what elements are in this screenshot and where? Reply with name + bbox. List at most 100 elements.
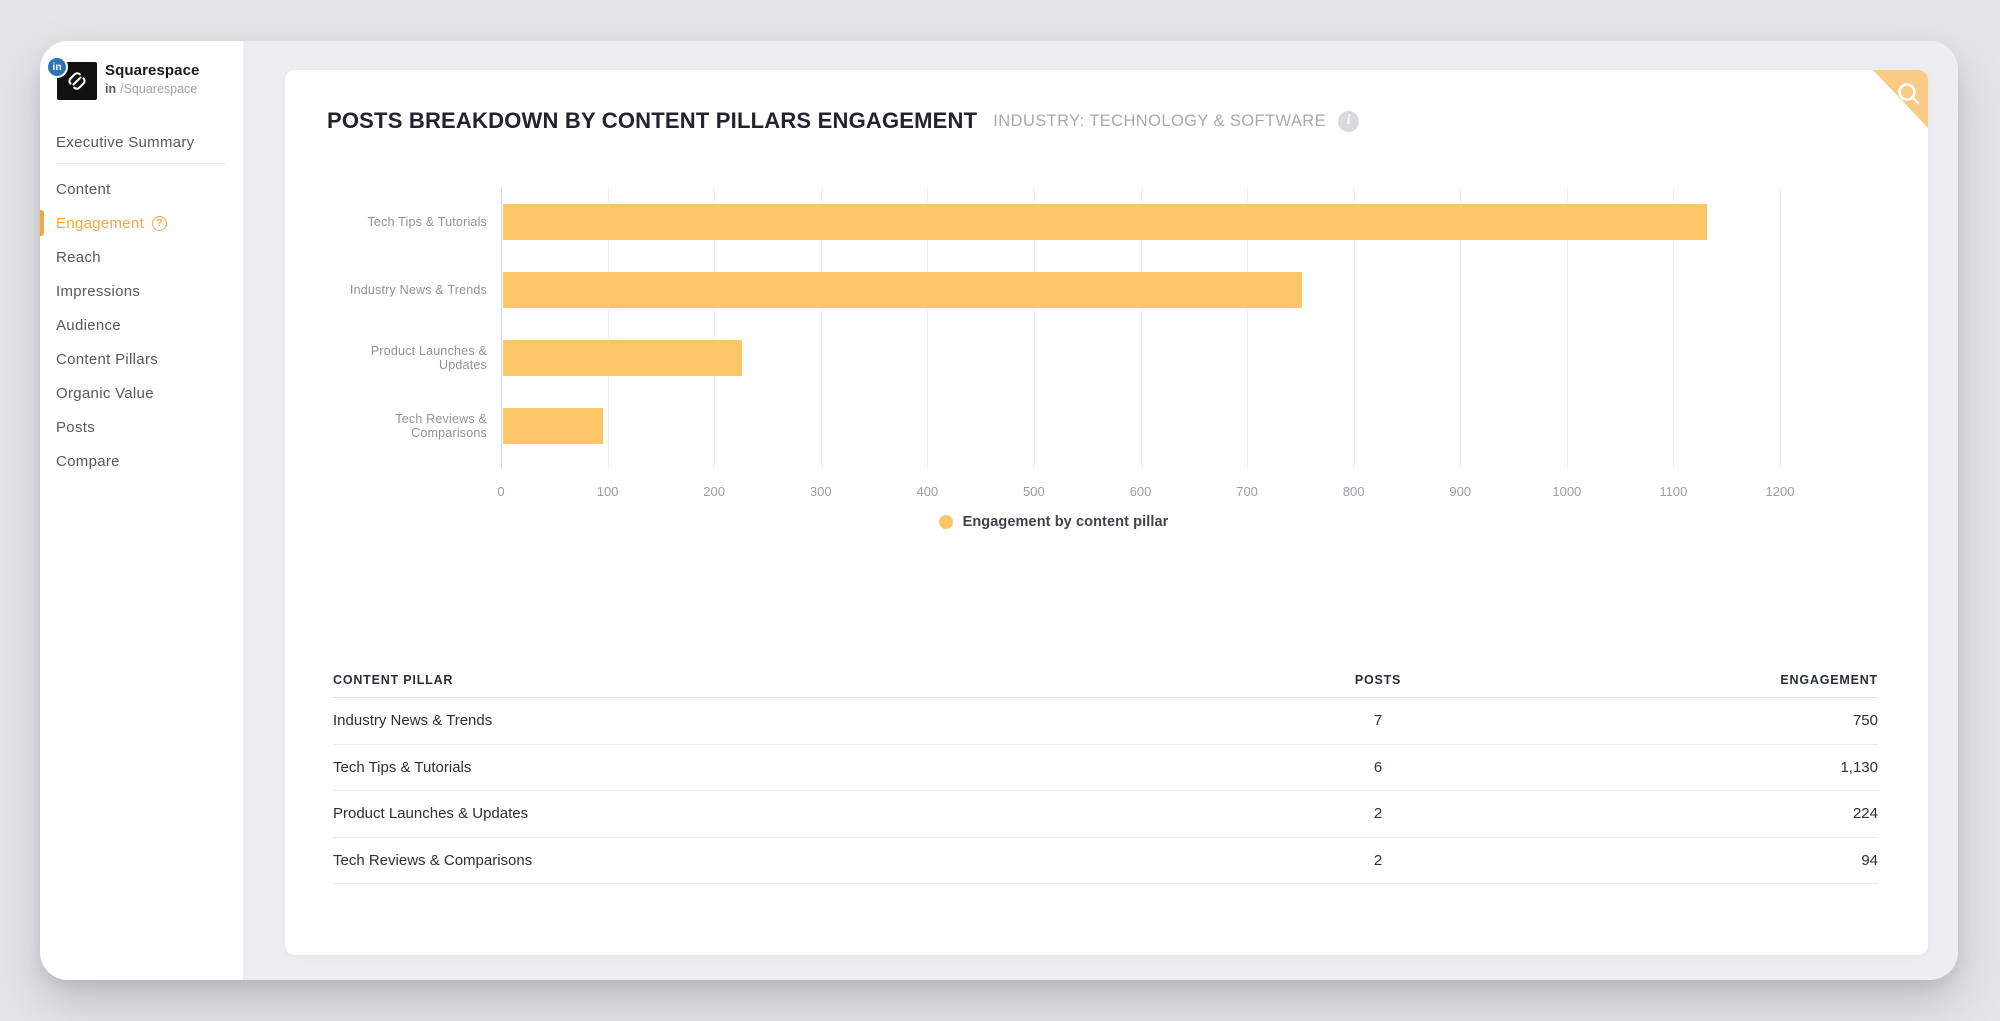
x-tick-0: 0 (497, 484, 505, 499)
chart-bar-tech-reviews-comparisons[interactable] (503, 408, 604, 444)
gridline-400 (927, 188, 929, 468)
sidebar-nav: Executive Summary Content Engagement? Reach… (40, 125, 243, 478)
chart-category-label-tech-tips-tutorials: Tech Tips & Tutorials (367, 215, 487, 229)
sidebar-item-executive-summary[interactable]: Executive Summary (40, 125, 243, 159)
x-tick-700: 700 (1236, 484, 1258, 499)
sidebar-item-content[interactable]: Content (40, 172, 243, 206)
sidebar-item-impressions[interactable]: Impressions (40, 274, 243, 308)
chart-category-label-tech-reviews-comparisons: Tech Reviews & Comparisons (395, 412, 487, 440)
x-tick-600: 600 (1129, 484, 1152, 499)
gridline-1100 (1673, 188, 1675, 468)
gridline-1000 (1566, 188, 1568, 468)
table-cell-posts: 2 (1373, 851, 1383, 869)
x-tick-800: 800 (1342, 484, 1365, 499)
report-card: POSTS BREAKDOWN BY CONTENT PILLARS ENGAG… (285, 70, 1928, 955)
gridline-300 (820, 188, 822, 468)
brand-block: in Squarespace in/Squarespace (40, 41, 243, 125)
x-tick-400: 400 (916, 484, 939, 499)
table-cell-pillar: Product Launches & Updates (333, 805, 529, 823)
table-cell-pillar: Tech Reviews & Comparisons (333, 851, 533, 869)
legend-label: Engagement by content pillar (962, 514, 1169, 530)
chart-category-label-industry-news-trends: Industry News & Trends (349, 283, 487, 297)
table-cell-posts: 7 (1373, 712, 1383, 730)
legend-dot-icon (938, 515, 953, 529)
chart-x-axis: 0 100 200 300 400 500 600 700 800 900 1000 1100 1200 (497, 484, 1794, 500)
x-tick-1000: 1000 (1552, 484, 1582, 499)
gridline-900 (1460, 188, 1462, 468)
search-icon (1898, 83, 1920, 105)
table-header-row: CONTENT PILLAR POSTS ENGAGEMENT (333, 662, 1878, 698)
sidebar-item-label: Engagement (56, 214, 145, 232)
table-cell-engagement: 224 (1852, 805, 1878, 823)
chart-category-label-product-launches-updates: Product Launches & Updates (370, 344, 487, 372)
table-row-tech-reviews-comparisons: Tech Reviews & Comparisons 2 94 (333, 838, 1878, 884)
sidebar-item-label: Reach (56, 248, 101, 266)
sidebar-item-content-pillars[interactable]: Content Pillars (40, 342, 243, 376)
brand-handle-prefix: in (105, 82, 117, 96)
sidebar-item-organic-value[interactable]: Organic Value (40, 376, 243, 410)
sidebar-item-audience[interactable]: Audience (40, 308, 243, 342)
active-indicator (40, 210, 44, 236)
sidebar-item-label: Organic Value (56, 384, 154, 402)
gridline-600 (1140, 188, 1142, 468)
sidebar-item-label: Compare (56, 452, 120, 470)
table-cell-posts: 6 (1373, 758, 1383, 776)
gridline-0 (501, 188, 502, 468)
chart-bar-tech-tips-tutorials[interactable] (503, 204, 1708, 240)
x-tick-1100: 1100 (1659, 484, 1688, 499)
sidebar-item-label: Posts (56, 418, 96, 436)
gridline-500 (1033, 188, 1035, 468)
sidebar-item-reach[interactable]: Reach (40, 240, 243, 274)
info-icon[interactable]: i (1337, 110, 1359, 132)
linkedin-badge-icon: in (46, 56, 68, 78)
table-row-industry-news-trends: Industry News & Trends 7 750 (333, 698, 1878, 745)
page-subtitle: INDUSTRY: TECHNOLOGY & SOFTWARE (993, 111, 1326, 130)
chart-bar-product-launches-updates[interactable] (503, 340, 742, 376)
sidebar-item-label: Content Pillars (56, 350, 159, 368)
sidebar-item-label: Executive Summary (56, 133, 195, 151)
help-icon[interactable]: ? (152, 215, 168, 231)
page-title: POSTS BREAKDOWN BY CONTENT PILLARS ENGAG… (327, 108, 978, 133)
card-header: POSTS BREAKDOWN BY CONTENT PILLARS ENGAG… (327, 106, 1359, 136)
nav-divider (56, 163, 225, 164)
table-cell-engagement: 94 (1861, 851, 1878, 869)
x-tick-500: 500 (1023, 484, 1045, 499)
sidebar-item-engagement[interactable]: Engagement? (40, 206, 243, 240)
gridline-1200 (1780, 188, 1781, 468)
sidebar-item-posts[interactable]: Posts (40, 410, 243, 444)
x-tick-200: 200 (703, 484, 725, 499)
table-header-content-pillar: CONTENT PILLAR (333, 672, 454, 687)
sidebar-item-label: Content (56, 180, 111, 198)
x-tick-900: 900 (1449, 484, 1472, 499)
sidebar-item-label: Impressions (56, 282, 141, 300)
gridline-100 (607, 188, 609, 468)
search-button[interactable] (1873, 70, 1928, 128)
x-tick-300: 300 (809, 484, 832, 499)
brand-handle: in/Squarespace (105, 82, 197, 96)
table-header-engagement: ENGAGEMENT (1780, 672, 1878, 687)
table-header-posts: POSTS (1354, 672, 1402, 687)
table-row-product-launches-updates: Product Launches & Updates 2 224 (333, 791, 1878, 838)
brand-name: Squarespace (105, 62, 200, 79)
x-tick-1200: 1200 (1765, 484, 1795, 499)
sidebar-item-label: Audience (56, 316, 121, 334)
table-cell-engagement: 1,130 (1840, 758, 1878, 776)
chart-plot-area (501, 188, 1781, 468)
gridline-800 (1353, 188, 1355, 468)
table-cell-pillar: Tech Tips & Tutorials (333, 758, 472, 776)
content-pillars-table: CONTENT PILLAR POSTS ENGAGEMENT Industry Ne… (333, 662, 1878, 884)
brand-handle-text: /Squarespace (120, 82, 198, 96)
engagement-bar-chart: Tech Tips & Tutorials Industry News & Tre… (327, 188, 1794, 530)
chart-legend[interactable]: Engagement by content pillar (327, 514, 1780, 530)
table-cell-engagement: 750 (1852, 712, 1878, 730)
table-cell-posts: 2 (1373, 805, 1383, 823)
app-container: in Squarespace in/Squarespace Executive … (40, 41, 1958, 980)
table-row-tech-tips-tutorials: Tech Tips & Tutorials 6 1,130 (333, 745, 1878, 791)
chart-bar-industry-news-trends[interactable] (503, 272, 1303, 308)
sidebar-item-compare[interactable]: Compare (40, 444, 243, 478)
table-cell-pillar: Industry News & Trends (333, 712, 493, 730)
sidebar: in Squarespace in/Squarespace Executive … (40, 41, 243, 980)
gridline-200 (714, 188, 716, 468)
x-tick-100: 100 (596, 484, 619, 499)
gridline-700 (1247, 188, 1249, 468)
